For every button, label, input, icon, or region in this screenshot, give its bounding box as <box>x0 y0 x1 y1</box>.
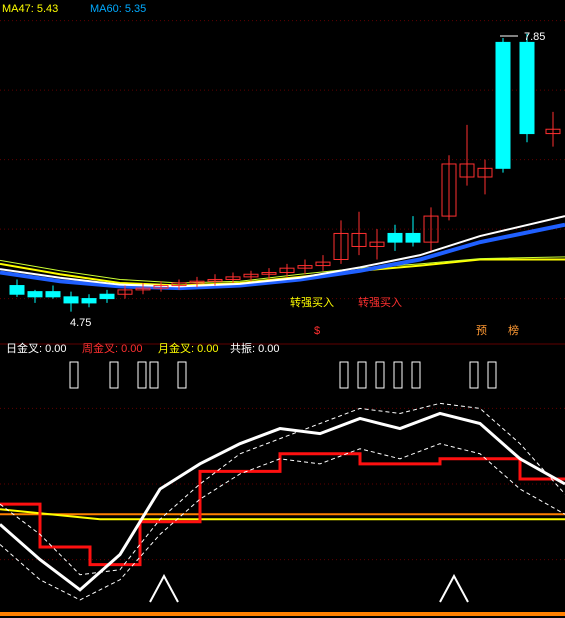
annotation: $ <box>314 325 320 337</box>
annotation: 预 <box>476 324 487 337</box>
candle-body[interactable] <box>64 297 78 303</box>
candle-body[interactable] <box>388 233 402 242</box>
indicator-header: 周金叉: 0.00 <box>82 341 143 355</box>
annotation: 转强买入 <box>358 295 402 309</box>
candle-body[interactable] <box>82 299 96 303</box>
indicator-header: 共振: 0.00 <box>230 341 280 355</box>
chart-background <box>0 0 565 618</box>
indicator-header: 月金叉: 0.00 <box>158 341 219 355</box>
candle-body[interactable] <box>46 292 60 297</box>
candle-body[interactable] <box>28 292 42 297</box>
ma-header: MA47: 5.43 <box>2 3 58 15</box>
ma-header: MA60: 5.35 <box>90 3 146 15</box>
candle-body[interactable] <box>406 233 420 242</box>
footer-bar <box>0 612 565 616</box>
price-label: 7.85 <box>524 31 545 43</box>
annotation: 榜 <box>508 323 519 337</box>
candle-body[interactable] <box>496 42 510 168</box>
low-price-label: 4.75 <box>70 317 91 329</box>
candle-body[interactable] <box>10 286 24 295</box>
indicator-header: 日金叉: 0.00 <box>6 341 67 355</box>
candle-body[interactable] <box>100 294 114 298</box>
candle-body[interactable] <box>520 42 534 133</box>
annotation: 转强买入 <box>290 295 334 309</box>
